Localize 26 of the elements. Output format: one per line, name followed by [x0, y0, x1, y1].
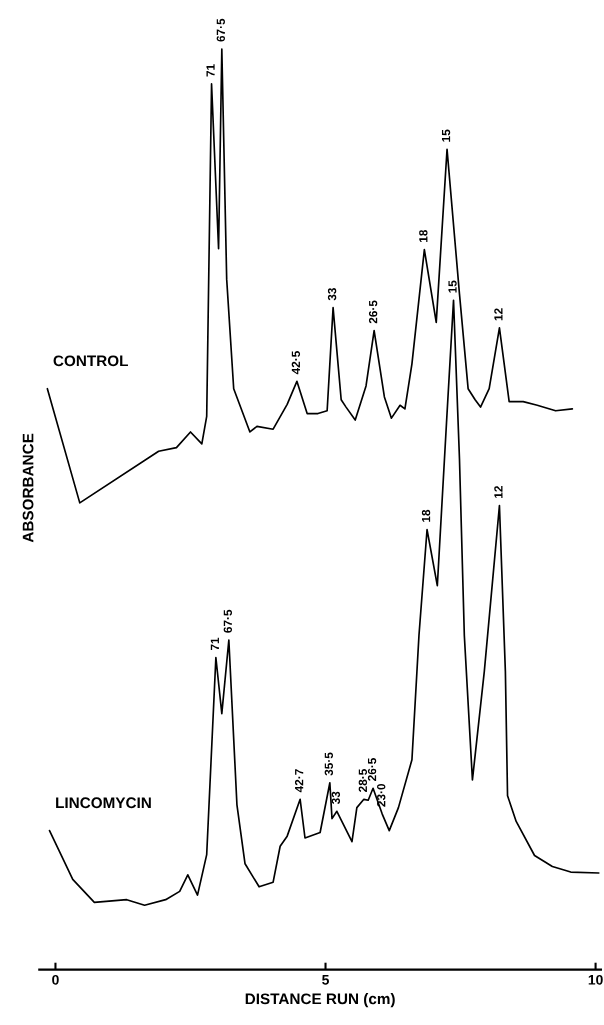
y-axis-title: ABSORBANCE: [22, 433, 34, 543]
series-label: LINCOMYCIN: [56, 797, 151, 809]
annotation: 26·5: [368, 300, 378, 324]
annotation: 42·7: [294, 769, 304, 793]
annotation: 23·0: [377, 783, 386, 807]
annotation: 26·5: [367, 758, 377, 781]
annotation: 71: [206, 64, 215, 77]
series-label: CONTROL: [53, 355, 128, 367]
annotation: 15: [448, 280, 457, 293]
annotation: 15: [441, 129, 451, 142]
annotation: 67·5: [216, 18, 225, 42]
x-tick-label: 5: [322, 975, 329, 985]
x-tick-label: 0: [52, 974, 59, 985]
x-tick-label: 10: [588, 974, 603, 985]
annotation: 33: [327, 288, 337, 301]
x-axis-title: DISTANCE RUN (cm): [245, 993, 395, 1008]
annotation: 18: [421, 509, 431, 522]
annotation: 18: [419, 229, 428, 242]
annotation: 71: [210, 637, 219, 651]
annotation: 12: [494, 308, 503, 321]
annotation: 67·5: [223, 609, 233, 633]
annotation: 42·5: [291, 351, 301, 375]
annotation: 28·5: [358, 769, 368, 792]
annotation: 33: [331, 791, 341, 805]
annotation: 12: [494, 486, 503, 498]
annotation: 35·5: [324, 752, 334, 776]
